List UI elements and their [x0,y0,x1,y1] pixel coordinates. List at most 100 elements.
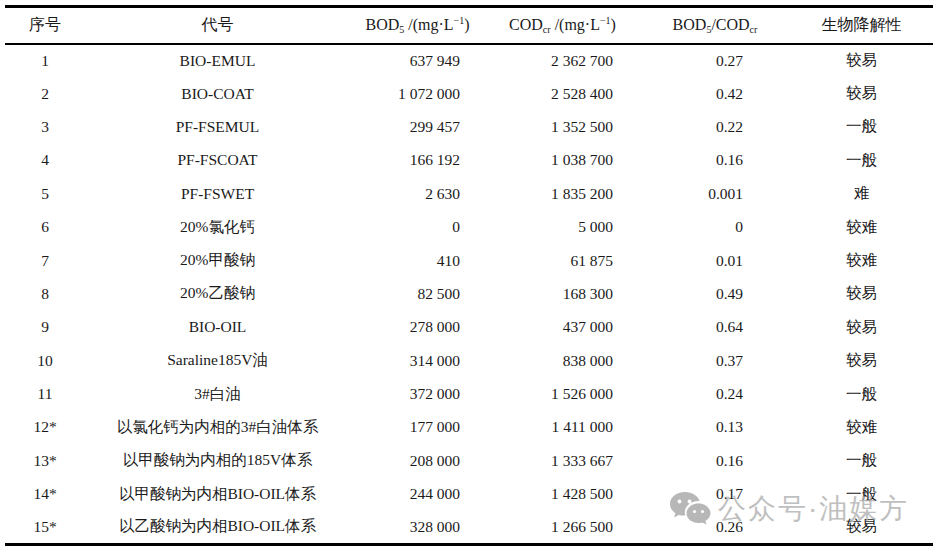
cell-bod: 82 500 [350,277,485,310]
cell-bod: 410 [350,244,485,277]
cell-cod: 168 300 [485,277,640,310]
col-header-code: 代号 [85,7,350,44]
table-row: 8 20%乙酸钠 82 500 168 300 0.49 较易 [5,277,933,310]
cell-code: 以乙酸钠为内相BIO-OIL体系 [85,511,350,544]
table-header: 序号 代号 BOD5 /(mg·L−1) CODcr /(mg·L−1) BOD… [5,7,933,44]
cell-bod: 177 000 [350,411,485,444]
cell-bod: 299 457 [350,110,485,143]
cell-ratio: 0.49 [640,277,790,310]
cell-biodegradability: 较难 [790,411,933,444]
col-header-cod: CODcr /(mg·L−1) [485,7,640,44]
cell-biodegradability: 一般 [790,478,933,511]
cell-biodegradability: 较易 [790,344,933,377]
cell-bod: 372 000 [350,377,485,410]
cell-biodegradability: 较难 [790,210,933,243]
cell-serial: 11 [5,377,85,410]
cell-biodegradability: 较易 [790,277,933,310]
cell-serial: 2 [5,77,85,110]
cell-biodegradability: 一般 [790,377,933,410]
table-row: 14* 以甲酸钠为内相BIO-OIL体系 244 000 1 428 500 0… [5,478,933,511]
cell-serial: 12* [5,411,85,444]
table-row: 1 BIO-EMUL 637 949 2 362 700 0.27 较易 [5,44,933,77]
cell-code: 以氯化钙为内相的3#白油体系 [85,411,350,444]
cell-ratio: 0.64 [640,311,790,344]
cell-code: 20%氯化钙 [85,210,350,243]
cell-cod: 2 362 700 [485,44,640,77]
cell-serial: 8 [5,277,85,310]
table-row: 15* 以乙酸钠为内相BIO-OIL体系 328 000 1 266 500 0… [5,511,933,544]
cell-cod: 1 835 200 [485,177,640,210]
table-row: 10 Saraline185V油 314 000 838 000 0.37 较易 [5,344,933,377]
cell-ratio: 0.17 [640,478,790,511]
cell-cod: 5 000 [485,210,640,243]
cell-biodegradability: 难 [790,177,933,210]
table-row: 13* 以甲酸钠为内相的185V体系 208 000 1 333 667 0.1… [5,444,933,477]
cell-biodegradability: 较易 [790,311,933,344]
cell-serial: 5 [5,177,85,210]
cell-bod: 314 000 [350,344,485,377]
cell-cod: 838 000 [485,344,640,377]
cell-cod: 2 528 400 [485,77,640,110]
cell-code: Saraline185V油 [85,344,350,377]
cell-biodegradability: 一般 [790,444,933,477]
cell-serial: 3 [5,110,85,143]
cell-ratio: 0.16 [640,144,790,177]
cell-serial: 7 [5,244,85,277]
cell-code: 以甲酸钠为内相的185V体系 [85,444,350,477]
cell-cod: 1 526 000 [485,377,640,410]
cell-cod: 1 352 500 [485,110,640,143]
cell-serial: 9 [5,311,85,344]
cell-serial: 4 [5,144,85,177]
cell-ratio: 0.16 [640,444,790,477]
cell-code: PF-FSCOAT [85,144,350,177]
cell-ratio: 0.42 [640,77,790,110]
cell-biodegradability: 较易 [790,511,933,544]
cell-code: 3#白油 [85,377,350,410]
table-row: 2 BIO-COAT 1 072 000 2 528 400 0.42 较易 [5,77,933,110]
cell-bod: 208 000 [350,444,485,477]
cell-bod: 1 072 000 [350,77,485,110]
cell-serial: 13* [5,444,85,477]
table-row: 3 PF-FSEMUL 299 457 1 352 500 0.22 一般 [5,110,933,143]
table-row: 4 PF-FSCOAT 166 192 1 038 700 0.16 一般 [5,144,933,177]
table-row: 11 3#白油 372 000 1 526 000 0.24 一般 [5,377,933,410]
table-row: 9 BIO-OIL 278 000 437 000 0.64 较易 [5,311,933,344]
cell-biodegradability: 较易 [790,44,933,77]
table-row: 7 20%甲酸钠 410 61 875 0.01 较难 [5,244,933,277]
cell-code: BIO-OIL [85,311,350,344]
cell-bod: 2 630 [350,177,485,210]
cell-ratio: 0.24 [640,377,790,410]
cell-ratio: 0 [640,210,790,243]
cell-ratio: 0.13 [640,411,790,444]
cell-ratio: 0.01 [640,244,790,277]
cell-code: PF-FSEMUL [85,110,350,143]
cell-serial: 15* [5,511,85,544]
col-header-ratio: BOD5/CODcr [640,7,790,44]
table-row: 6 20%氯化钙 0 5 000 0 较难 [5,210,933,243]
cell-ratio: 0.27 [640,44,790,77]
cell-ratio: 0.26 [640,511,790,544]
table-row: 5 PF-FSWET 2 630 1 835 200 0.001 难 [5,177,933,210]
cell-ratio: 0.22 [640,110,790,143]
cell-cod: 61 875 [485,244,640,277]
cell-code: 20%乙酸钠 [85,277,350,310]
cell-bod: 0 [350,210,485,243]
cell-serial: 10 [5,344,85,377]
header-row: 序号 代号 BOD5 /(mg·L−1) CODcr /(mg·L−1) BOD… [5,7,933,44]
cell-biodegradability: 一般 [790,144,933,177]
col-header-bod: BOD5 /(mg·L−1) [350,7,485,44]
cell-bod: 278 000 [350,311,485,344]
cell-bod: 328 000 [350,511,485,544]
cell-code: 20%甲酸钠 [85,244,350,277]
cell-code: PF-FSWET [85,177,350,210]
cell-bod: 637 949 [350,44,485,77]
cell-code: BIO-EMUL [85,44,350,77]
cell-cod: 437 000 [485,311,640,344]
cell-bod: 244 000 [350,478,485,511]
table-row: 12* 以氯化钙为内相的3#白油体系 177 000 1 411 000 0.1… [5,411,933,444]
cell-cod: 1 411 000 [485,411,640,444]
cell-code: BIO-COAT [85,77,350,110]
cell-cod: 1 333 667 [485,444,640,477]
cell-biodegradability: 较易 [790,77,933,110]
biodegradability-table: 序号 代号 BOD5 /(mg·L−1) CODcr /(mg·L−1) BOD… [5,5,933,546]
